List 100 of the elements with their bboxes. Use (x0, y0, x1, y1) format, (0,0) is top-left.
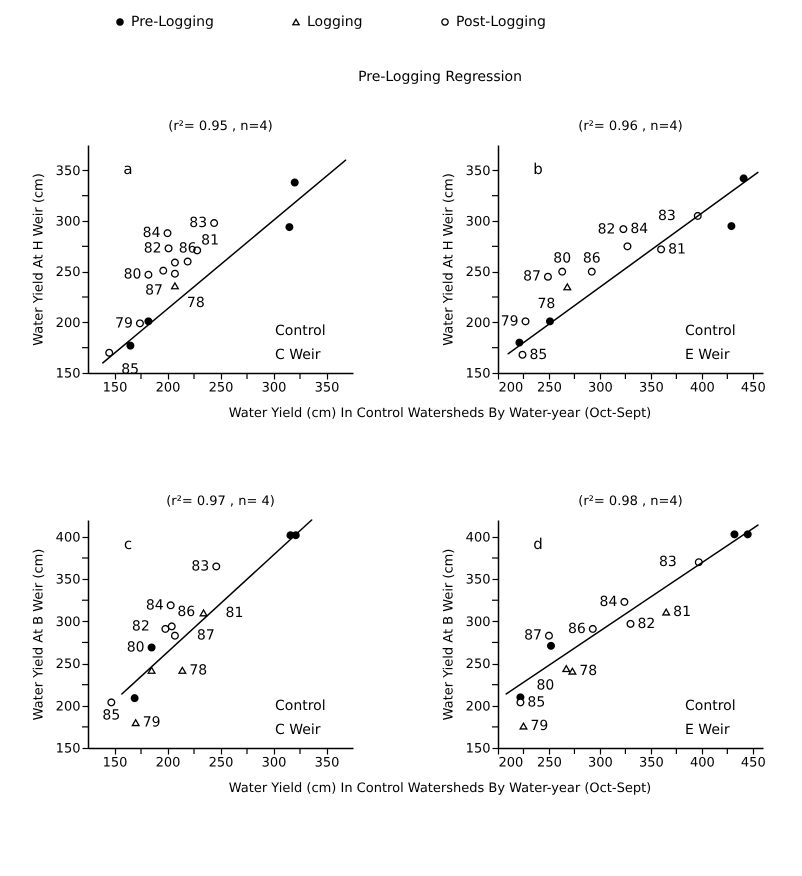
annotation: C Weir (275, 722, 321, 738)
y-tick-label: 350 (466, 572, 490, 588)
point (285, 223, 294, 232)
point (588, 268, 596, 276)
x-tick-label: 250 (208, 756, 234, 770)
text: c (124, 535, 132, 553)
point (657, 245, 666, 254)
point (170, 270, 179, 278)
point (126, 342, 134, 350)
annotation: 82 (132, 618, 150, 634)
annotation: 85 (529, 346, 548, 363)
y-tick-label: 400 (56, 530, 80, 546)
annotation: 82 (144, 240, 162, 256)
point (200, 609, 208, 616)
point (620, 598, 628, 606)
y-tick-label: 150 (466, 742, 490, 756)
text: b (533, 160, 543, 178)
text: Pre-Logging Regression (358, 69, 522, 85)
point (163, 229, 172, 238)
point (170, 632, 179, 640)
point (164, 244, 173, 252)
point (148, 666, 156, 674)
point (546, 642, 556, 650)
point (522, 317, 530, 326)
point (730, 530, 738, 538)
annotation: 85 (527, 694, 546, 710)
x-tick-label: 200 (156, 756, 180, 770)
point (727, 222, 736, 230)
x-tick-label: 300 (588, 380, 613, 396)
annotation: 79 (142, 714, 161, 731)
x-axis-title: Water Yield (cm) In Control Watersheds By Water-year (Oct-Sept) (228, 406, 652, 421)
legend-label: Pre-Logging (131, 14, 214, 30)
point (562, 665, 570, 672)
annotation: 83 (658, 208, 676, 224)
point (290, 178, 299, 186)
y-tick-label: 350 (466, 164, 490, 179)
annotation: 82 (598, 221, 616, 238)
annotation: 82 (638, 616, 656, 632)
point (161, 624, 170, 633)
x-tick-label: 350 (638, 380, 664, 396)
point (170, 258, 179, 267)
annotation: 79 (115, 315, 133, 332)
annotation: 79 (500, 313, 519, 330)
y-axis-title: Water Yield At B Weir (cm) (442, 548, 457, 720)
x-tick-label: 250 (208, 380, 234, 396)
chart-subtitle: (r²= 0.98 , n=4) (578, 494, 683, 509)
point (130, 694, 139, 702)
y-tick-label: 150 (56, 742, 80, 756)
annotation: 81 (201, 232, 220, 248)
annotation: 80 (536, 678, 554, 694)
point (588, 624, 597, 633)
y-tick-label: 200 (466, 316, 490, 331)
x-tick-label: 200 (498, 756, 524, 770)
annotation: 81 (668, 241, 686, 258)
y-tick-label: 200 (56, 699, 80, 714)
annotation: E Weir (685, 722, 730, 738)
annotation: 87 (524, 628, 542, 644)
point (568, 668, 576, 675)
x-tick-label: 200 (156, 380, 180, 396)
chart-subtitle: (r²= 0.95 , n=4) (168, 119, 273, 134)
x-tick-label: 450 (740, 756, 766, 770)
point (168, 622, 176, 630)
annotation: 87 (196, 628, 215, 644)
point (184, 258, 192, 266)
point (623, 242, 632, 250)
y-axis-title: Water Yield At H Weir (cm) (442, 173, 457, 346)
point (178, 666, 186, 674)
point (619, 225, 628, 234)
annotation: 80 (126, 640, 145, 656)
x-tick-label: 250 (537, 756, 562, 770)
y-tick-label: 300 (56, 214, 80, 230)
annotation: 79 (530, 718, 548, 734)
point (132, 719, 140, 726)
annotation: 78 (579, 663, 598, 680)
y-tick-label: 150 (56, 366, 80, 382)
x-axis-title: Water Yield (cm) In Control Watersheds By Water-year (Oct-Sept) (228, 781, 652, 796)
y-tick-label: 300 (466, 614, 490, 630)
annotation: 86 (177, 604, 196, 620)
point (662, 608, 670, 616)
x-tick-label: 400 (690, 380, 715, 396)
x-tick-label: 200 (498, 380, 524, 396)
x-tick-label: 300 (588, 756, 613, 770)
annotation: 87 (523, 268, 541, 285)
annotation: Control (685, 698, 736, 714)
x-tick-label: 150 (102, 756, 128, 770)
chart-subtitle: (r²= 0.97 , n= 4) (166, 494, 275, 509)
x-tick-label: 350 (314, 756, 340, 770)
point (136, 319, 144, 328)
annotation: E Weir (685, 347, 730, 363)
x-tick-label: 350 (638, 756, 664, 770)
y-tick-label: 200 (56, 316, 80, 331)
annotation: 84 (142, 225, 161, 242)
point (210, 219, 218, 228)
x-tick-label: 300 (262, 380, 286, 396)
point (105, 348, 114, 357)
chart-subtitle: (r²= 0.96 , n=4) (578, 119, 683, 134)
annotation: 84 (600, 594, 618, 610)
annotation: 86 (568, 620, 586, 637)
annotation: 86 (178, 240, 197, 257)
x-tick-label: 450 (740, 380, 766, 396)
